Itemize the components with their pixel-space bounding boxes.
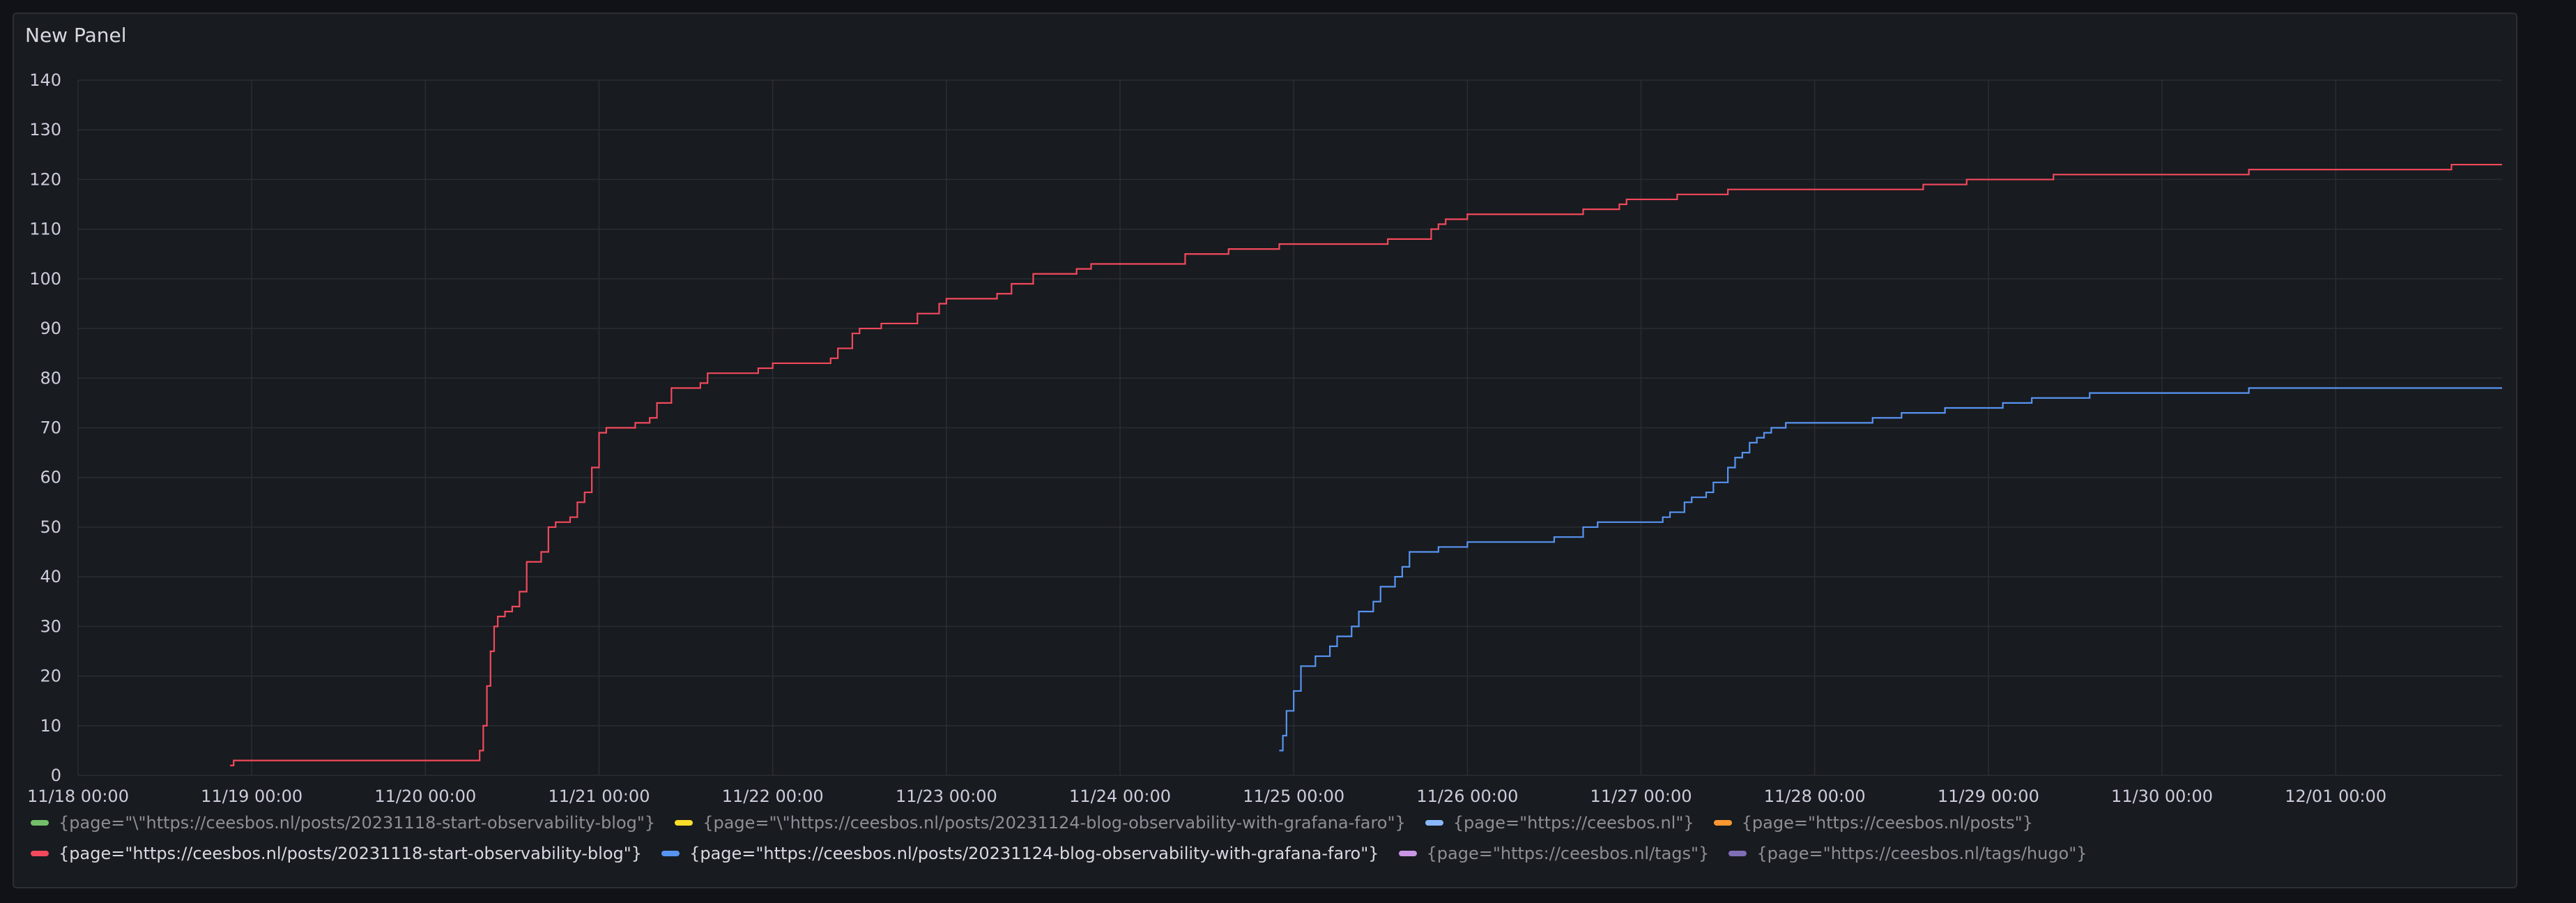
x-tick-label: 11/23 00:00 xyxy=(896,787,997,806)
legend-item[interactable]: {page="https://ceesbos.nl"} xyxy=(1425,813,1694,833)
legend-swatch xyxy=(675,820,693,826)
y-tick-label: 80 xyxy=(40,368,61,388)
legend-label: {page="https://ceesbos.nl"} xyxy=(1452,813,1694,833)
y-tick-label: 60 xyxy=(40,468,61,487)
x-tick-label: 11/24 00:00 xyxy=(1069,787,1171,806)
x-tick-label: 11/18 00:00 xyxy=(27,787,129,806)
legend-item[interactable]: {page="https://ceesbos.nl/posts/20231124… xyxy=(661,844,1379,863)
x-tick-label: 11/29 00:00 xyxy=(1938,787,2039,806)
legend-label: {page="\"https://ceesbos.nl/posts/202311… xyxy=(59,813,656,833)
y-tick-label: 20 xyxy=(40,667,61,686)
legend-swatch xyxy=(661,851,680,856)
legend-item[interactable]: {page="\"https://ceesbos.nl/posts/202311… xyxy=(675,813,1406,833)
legend-swatch xyxy=(31,851,49,856)
legend-swatch xyxy=(1728,851,1747,856)
y-tick-label: 140 xyxy=(29,70,61,90)
legend-item[interactable]: {page="https://ceesbos.nl/tags/hugo"} xyxy=(1728,844,2087,863)
legend-swatch xyxy=(1425,820,1443,826)
y-tick-label: 90 xyxy=(40,319,61,338)
legend-label: {page="https://ceesbos.nl/tags/hugo"} xyxy=(1756,844,2087,863)
y-tick-label: 110 xyxy=(29,220,61,239)
panel: New Panel 0 10 20 30 40 50 60 70 80 90 100 110 120 13… xyxy=(13,13,2517,888)
series-line-4[interactable] xyxy=(230,163,2502,766)
y-tick-label: 0 xyxy=(51,766,61,785)
y-tick-label: 30 xyxy=(40,616,61,636)
y-tick-label: 70 xyxy=(40,418,61,438)
y-tick-label: 100 xyxy=(29,269,61,289)
legend-label: {page="\"https://ceesbos.nl/posts/202311… xyxy=(703,813,1406,833)
y-tick-label: 10 xyxy=(40,716,61,736)
legend-item[interactable]: {page="https://ceesbos.nl/tags"} xyxy=(1398,844,1710,863)
x-tick-label: 11/21 00:00 xyxy=(549,787,650,806)
panel-title[interactable]: New Panel xyxy=(25,24,127,47)
x-tick-label: 11/27 00:00 xyxy=(1590,787,1692,806)
series-line-5[interactable] xyxy=(1279,387,2502,752)
time-series-chart[interactable]: 0 10 20 30 40 50 60 70 80 90 100 110 120 130 140 11/18 … xyxy=(14,14,2519,837)
legend-swatch xyxy=(31,820,49,826)
legend-item[interactable]: {page="https://ceesbos.nl/posts/20231118… xyxy=(31,844,642,863)
y-tick-label: 120 xyxy=(29,169,61,189)
x-tick-label: 11/19 00:00 xyxy=(201,787,302,806)
x-tick-label: 11/22 00:00 xyxy=(722,787,824,806)
x-tick-label: 12/01 00:00 xyxy=(2285,787,2386,806)
legend-label: {page="https://ceesbos.nl/posts/20231124… xyxy=(689,844,1379,863)
legend-item[interactable]: {page="\"https://ceesbos.nl/posts/202311… xyxy=(31,813,655,833)
legend-swatch xyxy=(1713,820,1732,826)
legend-label: {page="https://ceesbos.nl/tags"} xyxy=(1426,844,1710,863)
legend-label: {page="https://ceesbos.nl/posts"} xyxy=(1741,813,2033,833)
legend-label: {page="https://ceesbos.nl/posts/20231118… xyxy=(59,844,643,863)
x-tick-label: 11/28 00:00 xyxy=(1764,787,1866,806)
x-tick-label: 11/25 00:00 xyxy=(1243,787,1344,806)
legend-item[interactable]: {page="https://ceesbos.nl/posts"} xyxy=(1713,813,2033,833)
y-tick-label: 40 xyxy=(40,567,61,586)
y-tick-label: 130 xyxy=(29,120,61,139)
x-tick-label: 11/26 00:00 xyxy=(1416,787,1518,806)
y-tick-label: 50 xyxy=(40,517,61,537)
legend-swatch xyxy=(1398,851,1417,856)
x-tick-label: 11/30 00:00 xyxy=(2111,787,2213,806)
x-tick-label: 11/20 00:00 xyxy=(374,787,476,806)
